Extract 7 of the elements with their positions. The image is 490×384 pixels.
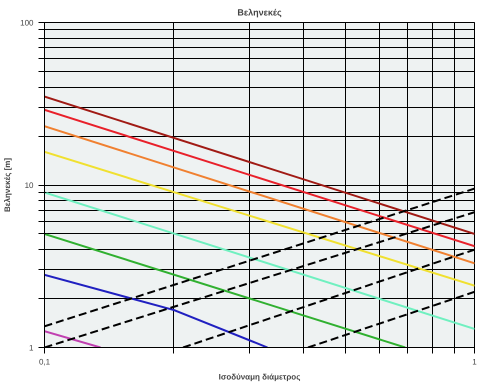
y-tick-label: 100 <box>20 18 34 28</box>
y-axis-title: Βεληνεκές [m] <box>3 158 12 212</box>
x-axis-title: Ισοδύναμη διάμετρος <box>218 372 300 382</box>
chart-title: Βεληνεκές <box>237 8 282 18</box>
y-tick-label: 10 <box>24 181 34 190</box>
x-tick-label: 0,1 <box>38 358 51 366</box>
y-tick-label: 1 <box>29 344 34 352</box>
